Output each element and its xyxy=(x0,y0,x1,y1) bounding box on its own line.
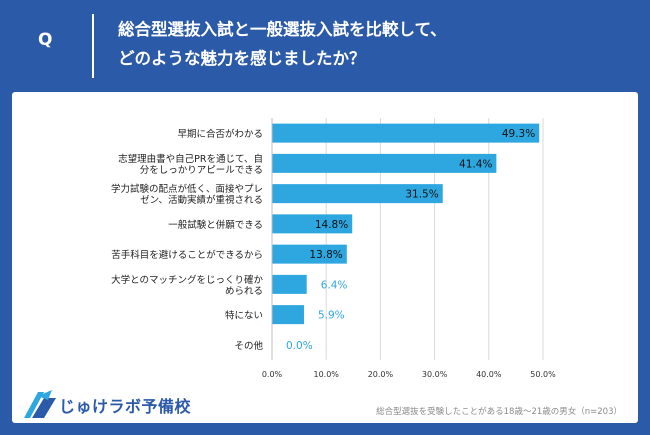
bar xyxy=(272,184,443,204)
bar xyxy=(272,214,353,234)
category-label: 早期に合否がわかる xyxy=(177,128,263,140)
bar xyxy=(272,244,347,264)
category-label: 苦手科目を避けることができるから xyxy=(111,249,263,261)
x-tick-label: 50.0% xyxy=(530,370,556,379)
category-label: められる xyxy=(225,286,263,297)
question-header: Q 総合型選抜入試と一般選抜入試を比較して、 どのような魅力を感じましたか？ xyxy=(0,0,650,90)
value-label: 0.0% xyxy=(286,340,313,352)
bar xyxy=(272,274,307,294)
value-label: 5.9% xyxy=(318,310,345,322)
x-tick-label: 10.0% xyxy=(313,370,339,379)
x-tick-label: 20.0% xyxy=(368,370,394,379)
category-label: 分をしっかりアピールできる xyxy=(140,165,263,176)
value-label: 13.8% xyxy=(309,249,342,261)
value-label: 14.8% xyxy=(315,219,348,231)
question-line-1: 総合型選抜入試と一般選抜入試を比較して、 xyxy=(118,20,447,39)
value-label: 31.5% xyxy=(405,189,438,201)
brand-logo-icon xyxy=(24,390,56,418)
value-label: 41.4% xyxy=(459,158,492,170)
bar xyxy=(272,305,304,325)
footnote: 総合型選抜を受験したことがある18歳～21歳の男女（n=203） xyxy=(376,407,622,417)
brand-name: じゅけラボ予備校 xyxy=(59,397,192,416)
bar xyxy=(272,123,540,143)
category-label: その他 xyxy=(234,340,263,352)
category-label: 大学とのマッチングをじっくり確か xyxy=(111,274,263,286)
value-label: 6.4% xyxy=(321,279,348,291)
question-letter: Q xyxy=(38,30,53,50)
bar xyxy=(272,153,497,173)
x-tick-label: 40.0% xyxy=(476,370,502,379)
value-label: 49.3% xyxy=(502,128,535,140)
category-label: 学力試験の配点が低く、面接やプレ xyxy=(111,183,263,195)
x-tick-label: 30.0% xyxy=(422,370,448,379)
category-label: ゼン、活動実績が重視される xyxy=(140,194,263,206)
x-tick-label: 0.0% xyxy=(262,370,283,379)
category-label: 志望理由書や自己PRを通じて、自 xyxy=(118,153,263,165)
category-label: 特にない xyxy=(225,310,263,322)
header-divider xyxy=(92,14,94,78)
question-line-2: どのような魅力を感じましたか？ xyxy=(118,49,366,68)
category-label: 一般試験と併願できる xyxy=(168,219,263,231)
